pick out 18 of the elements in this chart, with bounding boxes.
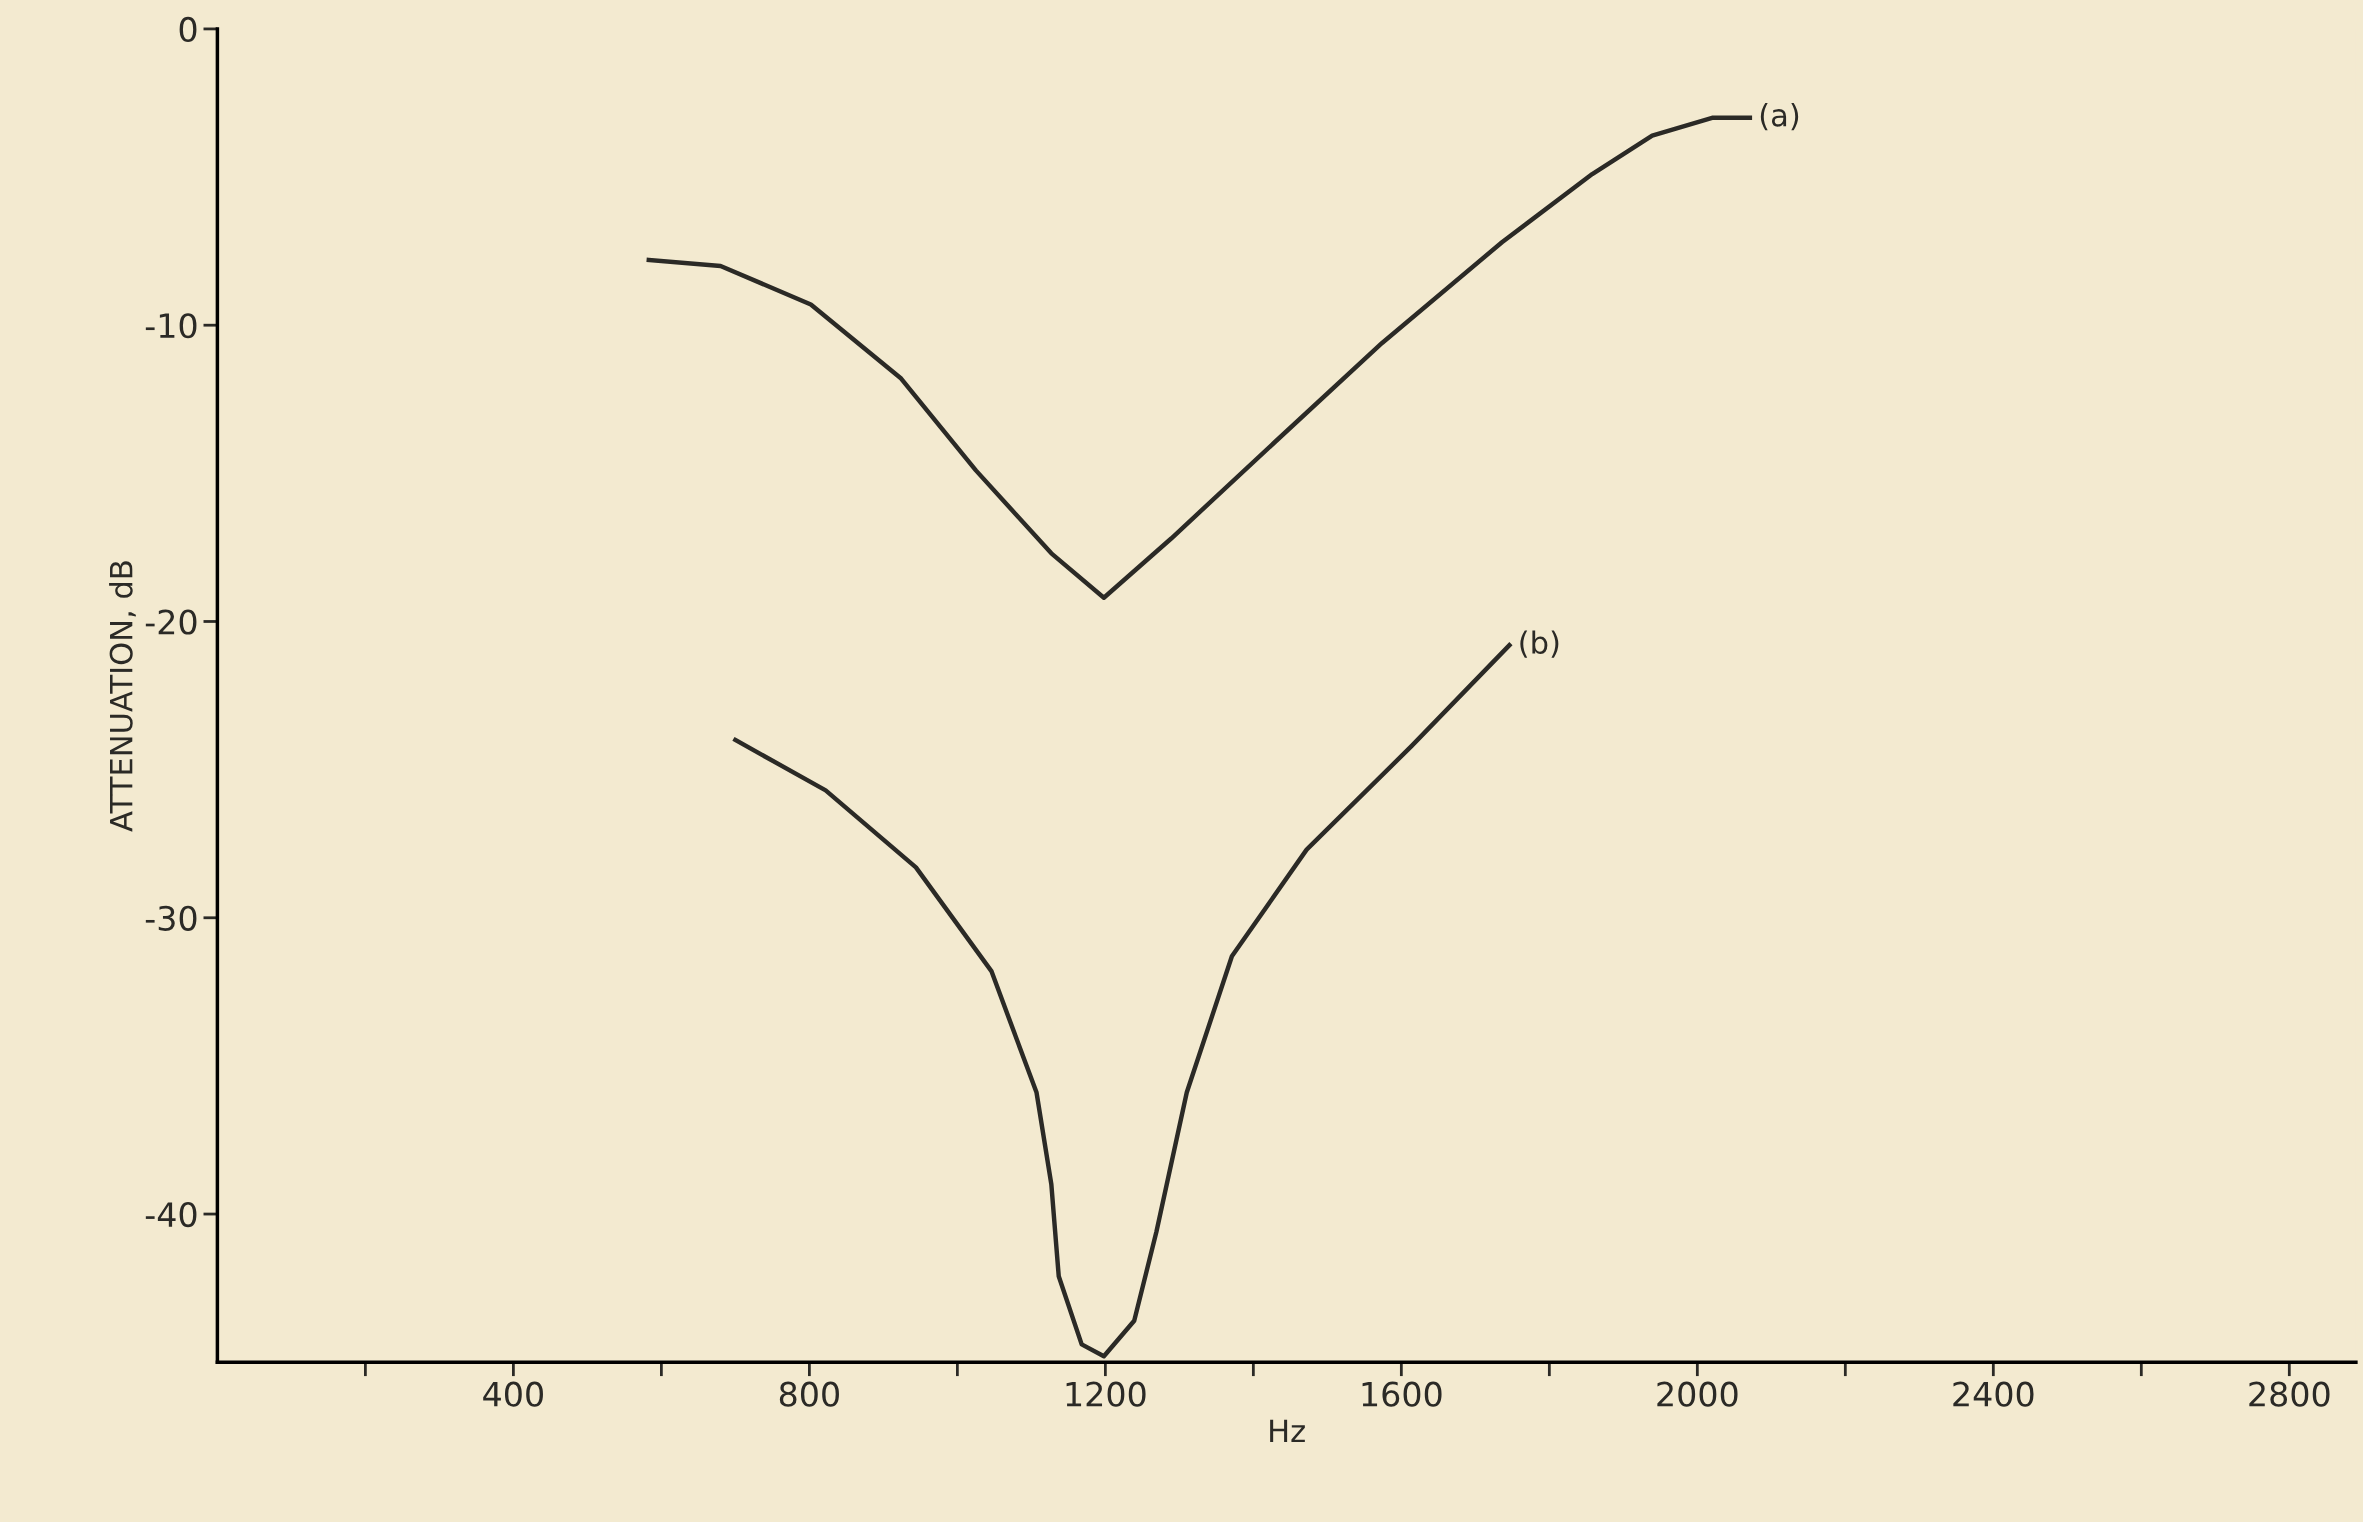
y-tick-label: -30 bbox=[145, 905, 197, 931]
y-tick-label: -20 bbox=[145, 609, 197, 635]
y-tick-label: -40 bbox=[145, 1201, 197, 1228]
x-tick-label: 1200 bbox=[1066, 1381, 1146, 1407]
y-axis-title: ATTENUATION, dB bbox=[109, 561, 136, 832]
y-tick-label: 0 bbox=[179, 16, 197, 43]
x-tick-label: 1600 bbox=[1362, 1381, 1442, 1407]
line-series bbox=[646, 115, 1753, 600]
x-axis-title: Hz bbox=[1270, 1419, 1305, 1442]
x-tick-label: 400 bbox=[483, 1381, 543, 1407]
x-tick-label: 800 bbox=[779, 1381, 839, 1407]
line-series bbox=[733, 642, 1512, 1359]
annotation: (b) bbox=[1520, 630, 1559, 658]
x-tick-label: 2000 bbox=[1657, 1381, 1738, 1407]
x-tick-label: 2800 bbox=[2249, 1381, 2330, 1407]
y-tick-label: -10 bbox=[145, 313, 197, 339]
x-tick-label: 2400 bbox=[1953, 1381, 2034, 1407]
annotation: (a) bbox=[1760, 103, 1799, 131]
